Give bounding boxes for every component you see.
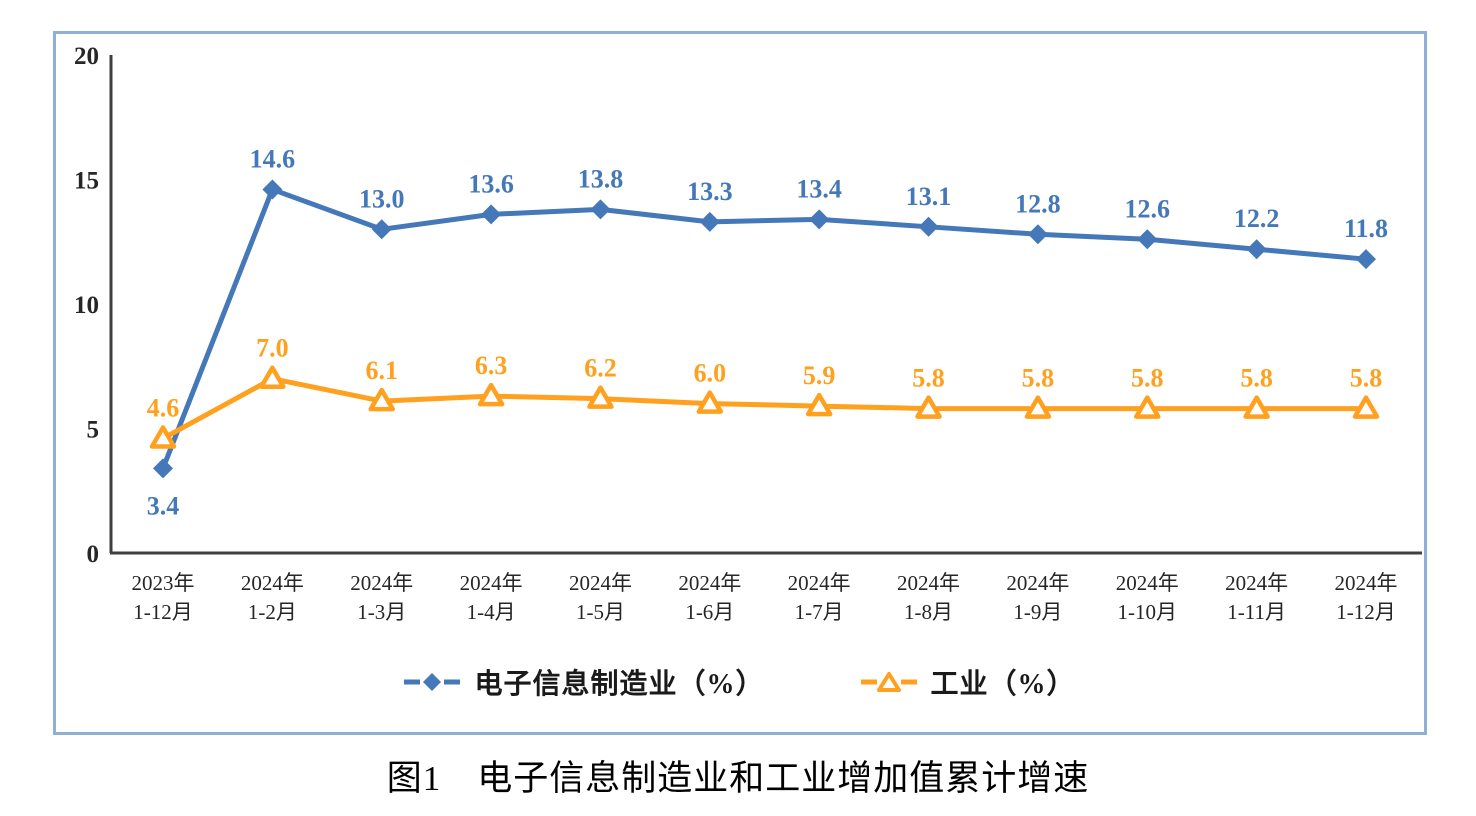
x-tick-label: 2024年 1-11月 <box>1225 571 1288 624</box>
data-point-marker <box>368 387 395 412</box>
data-point-marker <box>587 385 614 409</box>
x-tick-label: 2024年 1-4月 <box>460 571 523 624</box>
data-point-marker <box>1243 395 1270 419</box>
y-tick-label: 5 <box>87 417 100 444</box>
legend-item-electronics: 电子信息制造业（%） <box>404 662 764 702</box>
data-label: 13.3 <box>687 177 733 206</box>
data-label: 5.8 <box>1022 364 1055 393</box>
data-point-marker <box>149 425 177 449</box>
data-label: 6.3 <box>475 351 508 380</box>
legend-label-electronics: 电子信息制造业（%） <box>474 669 765 700</box>
x-tick-label: 2024年 1-5月 <box>569 571 632 624</box>
x-tick-label: 2024年 1-8月 <box>897 571 960 624</box>
data-point-marker <box>153 458 173 479</box>
data-label: 6.0 <box>694 359 727 388</box>
data-label: 12.6 <box>1125 194 1171 223</box>
y-tick-label: 10 <box>74 292 99 319</box>
data-label: 13.8 <box>578 164 624 193</box>
data-point-marker <box>1024 395 1052 419</box>
data-point-marker <box>696 390 724 414</box>
x-tick-label: 2024年 1-10月 <box>1116 571 1179 624</box>
data-point-marker <box>1137 229 1158 250</box>
data-label: 14.6 <box>250 144 296 173</box>
data-label: 5.8 <box>1131 364 1164 393</box>
legend-marker-diamond-icon <box>404 673 461 691</box>
line-chart: 0 5 10 15 20 2023年 1-12月 2024年 1-2月 2024年 1-3月 2024… <box>74 43 1422 624</box>
figure-caption: 图1 电子信息制造业和工业增加值累计增速 <box>386 759 1090 798</box>
data-label: 12.8 <box>1015 189 1061 218</box>
data-point-marker <box>1027 224 1048 245</box>
data-point-marker <box>918 216 939 237</box>
y-tick-label: 15 <box>74 168 99 195</box>
data-label: 5.8 <box>1240 364 1273 393</box>
data-label: 5.8 <box>1350 364 1383 393</box>
data-point-marker <box>1356 249 1376 270</box>
data-point-marker <box>477 382 505 407</box>
data-point-marker <box>805 392 833 417</box>
data-point-marker <box>259 365 286 389</box>
data-point-marker <box>699 211 720 232</box>
y-tick-label: 20 <box>74 43 99 70</box>
data-label: 5.9 <box>803 361 836 390</box>
x-tick-label: 2024年 1-2月 <box>241 571 304 624</box>
x-tick-label: 2024年 1-7月 <box>788 571 851 624</box>
data-label: 12.2 <box>1234 204 1280 233</box>
chart-panel: 0 5 10 15 20 2023年 1-12月 2024年 1-2月 2024年 1-3月 2024… <box>53 31 1427 735</box>
x-tick-label: 2024年 1-3月 <box>350 571 413 624</box>
y-tick-label: 0 <box>87 541 100 568</box>
data-label: 13.1 <box>906 182 952 211</box>
data-label: 7.0 <box>256 334 289 363</box>
data-point-marker <box>1134 395 1161 419</box>
data-label: 6.1 <box>365 356 398 385</box>
data-label: 13.6 <box>468 169 514 198</box>
legend-marker-triangle-icon <box>860 672 917 692</box>
x-tick-label: 2024年 1-6月 <box>678 571 741 624</box>
x-tick-label: 2024年 1-9月 <box>1006 571 1069 624</box>
data-point-marker <box>1246 239 1267 260</box>
data-label: 13.0 <box>359 184 405 213</box>
data-label: 13.4 <box>796 174 842 203</box>
data-label: 3.4 <box>147 491 180 520</box>
data-point-marker <box>371 219 392 240</box>
x-tick-label: 2024年 1-12月 <box>1335 571 1398 624</box>
x-tick-label: 2023年 1-12月 <box>132 571 195 624</box>
data-point-marker <box>590 199 611 220</box>
data-point-marker <box>809 209 830 230</box>
data-label: 6.2 <box>584 354 617 383</box>
data-point-marker <box>915 395 942 419</box>
legend-label-industry: 工业（%） <box>930 669 1076 700</box>
series-line <box>161 376 1366 441</box>
data-point-marker <box>481 204 502 225</box>
data-point-marker <box>262 179 283 200</box>
data-label: 11.8 <box>1344 214 1388 243</box>
data-point-marker <box>1352 395 1380 419</box>
legend-item-industry: 工业（%） <box>860 662 1076 702</box>
data-label: 4.6 <box>147 393 180 422</box>
data-label: 5.8 <box>912 364 945 393</box>
series-line <box>160 186 1367 470</box>
chart-legend: 电子信息制造业（%） 工业（%） <box>56 662 1424 702</box>
